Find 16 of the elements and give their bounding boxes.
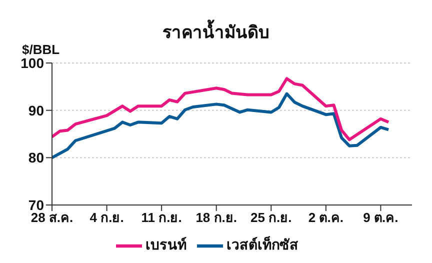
y-tick-label: 70 <box>28 196 44 213</box>
y-tick-label: 100 <box>20 54 44 71</box>
x-tick-label: 2 ต.ค. <box>308 210 344 226</box>
x-tick-label: 25 ก.ย. <box>250 210 292 226</box>
y-tick-label: 80 <box>28 150 44 166</box>
legend-label: เบรนท์ <box>146 236 186 253</box>
legend-label: เวสต์เท็กซัส <box>226 236 298 253</box>
x-tick-label: 28 ส.ค. <box>30 210 74 226</box>
y-tick-label: 90 <box>28 102 44 118</box>
line-series <box>52 77 390 142</box>
x-tick-label: 11 ก.ย. <box>141 210 182 226</box>
x-tick-label: 4 ก.ย. <box>90 210 124 226</box>
y-axis-title: $/BBL <box>22 42 60 57</box>
line-series <box>52 92 390 160</box>
x-tick-label: 18 ก.ย. <box>196 210 237 226</box>
x-tick-label: 9 ต.ค. <box>363 210 398 226</box>
